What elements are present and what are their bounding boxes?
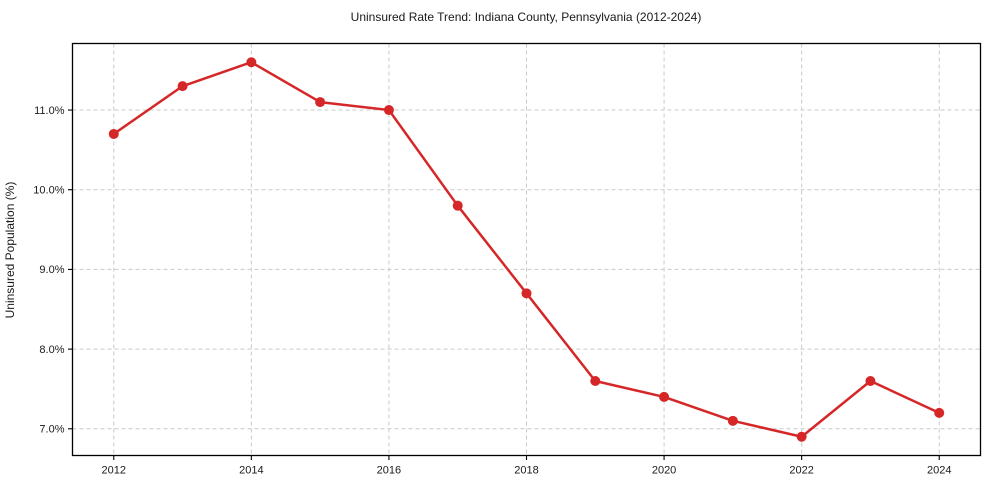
tick-label-layer: 2012 2014 2016 2018 2020 2022 2024 7.0% 8.0% 9.0%… — [33, 105, 951, 477]
data-point-marker — [659, 391, 670, 402]
x-tick-label: 2016 — [377, 465, 401, 477]
grid-layer — [72, 43, 981, 456]
data-point-marker — [383, 105, 394, 116]
data-point-marker — [315, 97, 326, 108]
data-point-marker — [934, 407, 945, 418]
x-tick-label: 2018 — [514, 465, 538, 477]
y-tick-label: 9.0% — [39, 264, 64, 276]
y-tick-label: 11.0% — [34, 105, 65, 117]
axes-layer — [68, 42, 982, 460]
data-point-marker — [865, 375, 876, 386]
x-tick-label: 2022 — [789, 465, 813, 477]
data-point-marker — [177, 81, 188, 92]
y-tick-label: 10.0% — [33, 185, 64, 197]
x-tick-label: 2020 — [652, 465, 676, 477]
data-point-marker — [727, 415, 738, 426]
y-axis-label: Uninsured Population (%) — [3, 182, 17, 319]
data-point-marker — [590, 375, 601, 386]
data-point-marker — [796, 431, 807, 442]
y-tick-label: 8.0% — [39, 344, 64, 356]
data-point-marker — [521, 288, 532, 299]
data-point-marker — [108, 128, 119, 139]
y-tick-label: 7.0% — [39, 424, 64, 436]
x-tick-label: 2014 — [239, 465, 263, 477]
data-point-marker — [452, 200, 463, 211]
x-tick-label: 2012 — [102, 465, 126, 477]
data-point-marker — [246, 57, 257, 68]
chart-title: Uninsured Rate Trend: Indiana County, Pe… — [351, 10, 702, 24]
data-series-layer — [108, 57, 945, 442]
x-tick-label: 2024 — [927, 465, 951, 477]
